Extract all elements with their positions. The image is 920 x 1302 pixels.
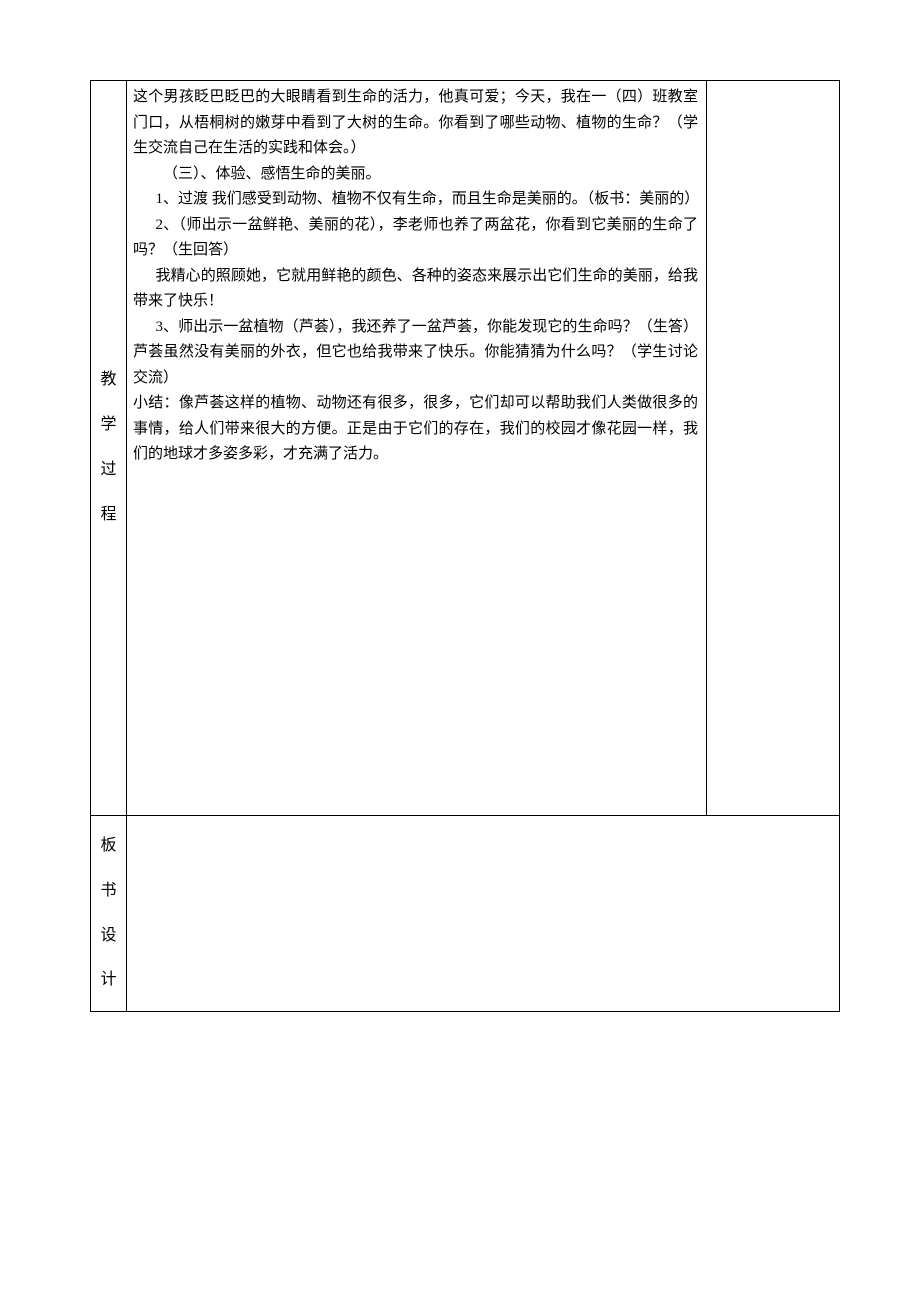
board-label-cell: 板书设计	[91, 816, 127, 1012]
board-design-row: 板书设计	[91, 816, 840, 1012]
process-paragraph-4: 2、（师出示一盆鲜艳、美丽的花），李老师也养了两盆花，你看到它美丽的生命了吗？（…	[133, 213, 698, 264]
process-label: 教学过程	[91, 358, 126, 537]
teaching-process-row: 教学过程 这个男孩眨巴眨巴的大眼睛看到生命的活力，他真可爱；今天，我在一（四）班…	[91, 81, 840, 816]
board-content-cell	[127, 816, 840, 1012]
board-label: 板书设计	[91, 824, 126, 1003]
process-paragraph-2: （三）、体验、感悟生命的美丽。	[133, 162, 698, 188]
process-content-cell: 这个男孩眨巴眨巴的大眼睛看到生命的活力，他真可爱；今天，我在一（四）班教室门口，…	[127, 81, 707, 816]
process-paragraph-1: 这个男孩眨巴眨巴的大眼睛看到生命的活力，他真可爱；今天，我在一（四）班教室门口，…	[133, 85, 698, 162]
process-paragraph-3: 1、过渡 我们感受到动物、植物不仅有生命，而且生命是美丽的。（板书：美丽的）	[133, 187, 698, 213]
process-label-cell: 教学过程	[91, 81, 127, 816]
process-paragraph-6: 3、师出示一盆植物（芦荟），我还养了一盆芦荟，你能发现它的生命吗？（生答）芦荟虽…	[133, 315, 698, 392]
process-notes-cell	[707, 81, 840, 816]
lesson-plan-table: 教学过程 这个男孩眨巴眨巴的大眼睛看到生命的活力，他真可爱；今天，我在一（四）班…	[90, 80, 840, 1012]
process-paragraph-7: 小结：像芦荟这样的植物、动物还有很多，很多，它们却可以帮助我们人类做很多的事情，…	[133, 391, 698, 468]
process-paragraph-5: 我精心的照顾她，它就用鲜艳的颜色、各种的姿态来展示出它们生命的美丽，给我带来了快…	[133, 264, 698, 315]
